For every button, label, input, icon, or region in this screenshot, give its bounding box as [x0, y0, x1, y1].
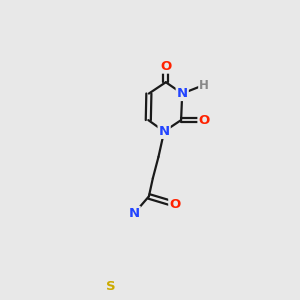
Text: O: O — [198, 114, 210, 127]
Text: H: H — [199, 79, 209, 92]
Text: S: S — [106, 280, 115, 293]
Text: N: N — [159, 125, 170, 138]
Text: N: N — [129, 207, 140, 220]
Text: N: N — [177, 87, 188, 100]
Text: O: O — [160, 60, 172, 73]
Text: O: O — [169, 198, 181, 211]
